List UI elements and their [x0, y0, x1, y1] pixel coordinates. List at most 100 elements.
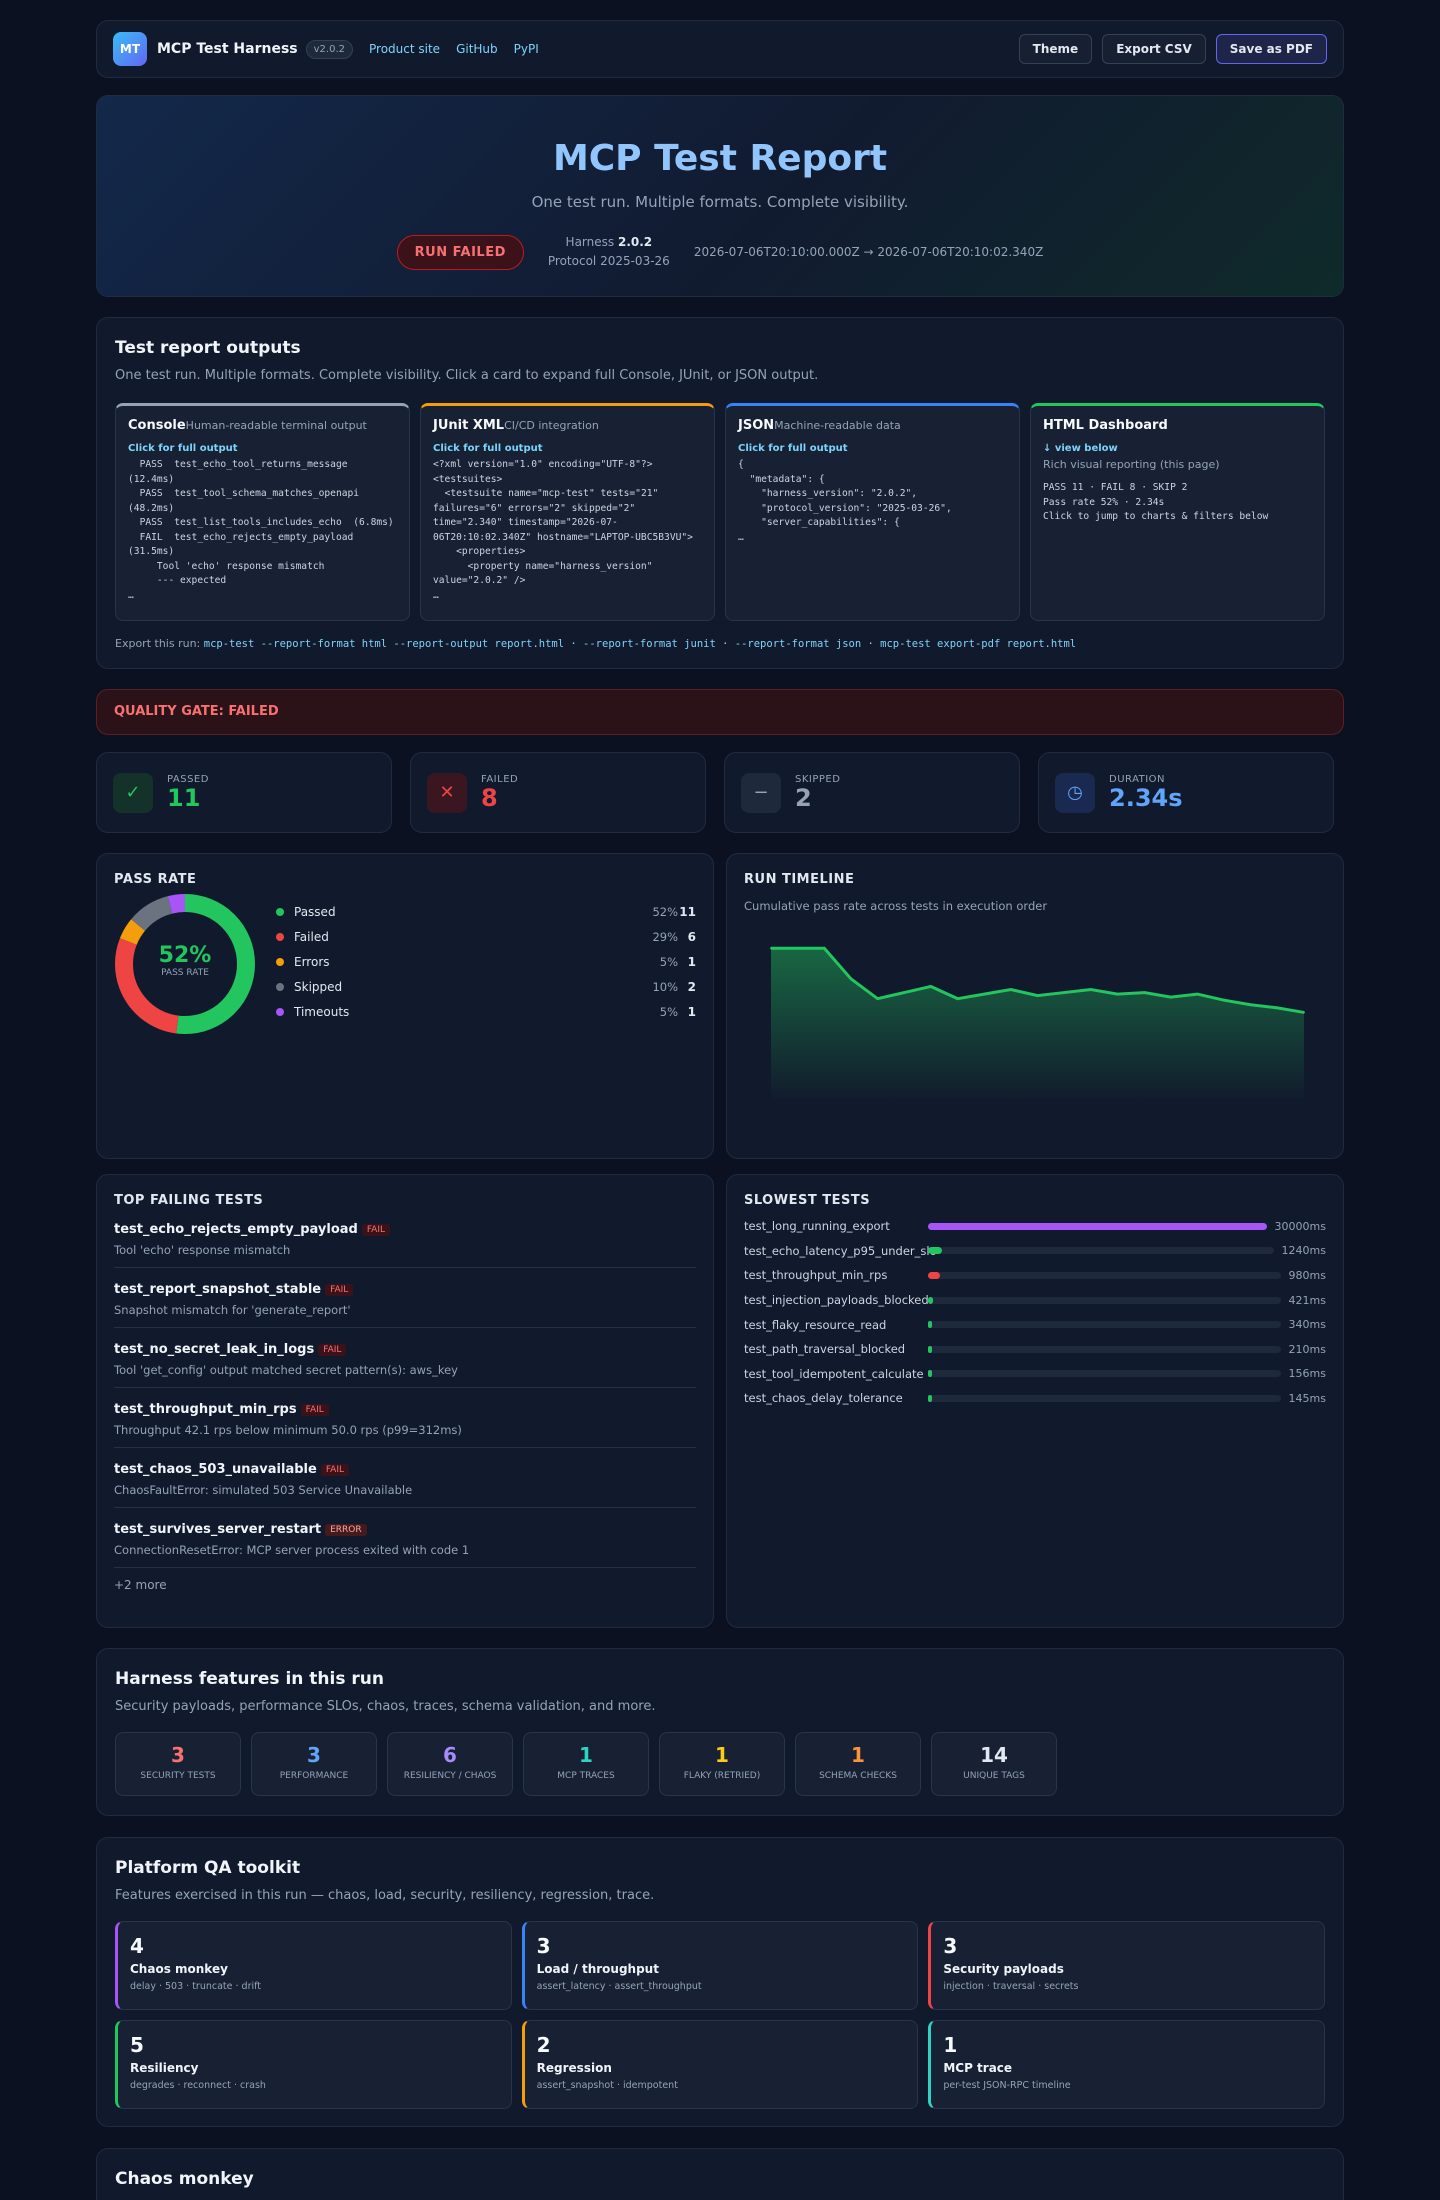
- duration-label: 340ms: [1288, 1318, 1326, 1332]
- slow-test-row[interactable]: test_chaos_delay_tolerance 145ms: [744, 1386, 1326, 1411]
- toolkit-card-security-payloads[interactable]: 3 Security payloads injection · traversal …: [928, 1921, 1325, 2010]
- legend-count: 1: [687, 1004, 696, 1019]
- harness-meta: Harness 2.0.2 Protocol 2025-03-26: [548, 233, 670, 271]
- slow-test-row[interactable]: test_tool_idempotent_calculate 156ms: [744, 1362, 1326, 1387]
- legend-count: 1: [687, 954, 696, 969]
- failing-test-item[interactable]: test_chaos_503_unavailable FAIL ChaosFault…: [114, 1448, 696, 1508]
- minus-icon: −: [741, 772, 781, 813]
- legend-dot: [276, 907, 284, 916]
- timeline-point: [1089, 988, 1092, 991]
- slow-test-row[interactable]: test_path_traversal_blocked 210ms: [744, 1337, 1326, 1362]
- toolkit-detail: injection · traversal · secrets: [943, 1981, 1079, 1992]
- toolkit-card-regression[interactable]: 2 Regression assert_snapshot · idempotent: [521, 2020, 919, 2109]
- timeline-point: [770, 947, 772, 950]
- harness-label: Harness: [565, 235, 615, 249]
- x-icon: ✕: [427, 772, 467, 813]
- feature-count-unique-tags: 14 UNIQUE TAGS: [931, 1732, 1057, 1796]
- slow-test-name: test_injection_payloads_blocked: [744, 1293, 929, 1308]
- failing-test-name: test_echo_rejects_empty_payload: [114, 1222, 358, 1237]
- junit-output-card[interactable]: JUnit XMLCI/CD integration Click for ful…: [420, 403, 715, 621]
- duration-track: [928, 1222, 1267, 1230]
- failing-test-name: test_survives_server_restart: [114, 1522, 322, 1537]
- donut-chart: [115, 894, 255, 1034]
- timeline-point: [876, 997, 879, 1000]
- failing-test-item[interactable]: test_survives_server_restart ERROR Connect…: [114, 1508, 696, 1568]
- feature-count: 14: [980, 1743, 1008, 1767]
- nav-link-github[interactable]: GitHub: [456, 42, 498, 56]
- legend-item-passed: Passed 52% 11: [276, 899, 696, 924]
- timeline-point: [1196, 993, 1199, 996]
- export-csv-button[interactable]: Export CSV: [1102, 34, 1206, 64]
- timeline-point: [903, 991, 906, 994]
- toolkit-card-chaos-monkey[interactable]: 4 Chaos monkey delay · 503 · truncate · dr…: [115, 1921, 512, 2010]
- timeline-point: [796, 947, 799, 950]
- feature-count: 3: [171, 1743, 185, 1767]
- view-below-link[interactable]: ↓ view below: [1043, 443, 1118, 454]
- stat-label: FAILED: [481, 774, 519, 785]
- harness-version: 2.0.2: [617, 235, 653, 249]
- save-pdf-button[interactable]: Save as PDF: [1215, 34, 1327, 64]
- timeline-point: [1223, 999, 1226, 1002]
- legend-count: 6: [687, 929, 696, 944]
- slow-test-row[interactable]: test_long_running_export 30000ms: [744, 1214, 1326, 1239]
- report-title: MCP Test Report: [552, 138, 888, 179]
- toolkit-card-resiliency[interactable]: 5 Resiliency degrades · reconnect · crash: [115, 2020, 512, 2109]
- toolkit-count: 3: [943, 1934, 958, 1958]
- feature-label: SCHEMA CHECKS: [819, 1771, 897, 1781]
- export-command-line: Export this run: mcp-test --report-forma…: [115, 637, 1325, 650]
- legend-label: Timeouts: [294, 1004, 350, 1019]
- timeline-point: [823, 947, 826, 950]
- slow-test-row[interactable]: test_throughput_min_rps 980ms: [744, 1263, 1326, 1288]
- full-output-link[interactable]: Click for full output: [128, 443, 238, 454]
- legend-label: Failed: [294, 929, 329, 944]
- chaos-monkey-section: Chaos monkey: [96, 2148, 1344, 2200]
- timeline-point: [1276, 1006, 1279, 1009]
- timeline-chart: [770, 946, 1305, 1101]
- failing-test-item[interactable]: test_echo_rejects_empty_payload FAIL Tool …: [114, 1208, 696, 1268]
- console-output-card[interactable]: ConsoleHuman-readable terminal output Cl…: [115, 403, 410, 621]
- legend-dot: [276, 982, 284, 991]
- theme-button[interactable]: Theme: [1018, 34, 1093, 64]
- status-tag: FAIL: [320, 1463, 350, 1476]
- failing-test-item[interactable]: test_throughput_min_rps FAIL Throughput 42…: [114, 1388, 696, 1448]
- console-preview: PASS test_echo_tool_returns_message (12.…: [128, 459, 394, 601]
- full-output-link[interactable]: Click for full output: [738, 443, 848, 454]
- toolkit-count: 2: [536, 2033, 551, 2057]
- html-dashboard-card[interactable]: HTML Dashboard ↓ view below Rich visual …: [1030, 403, 1325, 621]
- full-output-link[interactable]: Click for full output: [433, 443, 543, 454]
- toolkit-detail: delay · 503 · truncate · drift: [130, 1981, 262, 1992]
- junit-preview: <?xml version="1.0" encoding="UTF-8"?> <…: [433, 459, 693, 601]
- report-subtitle: One test run. Multiple formats. Complete…: [531, 193, 909, 211]
- slow-test-row[interactable]: test_flaky_resource_read 340ms: [744, 1312, 1326, 1337]
- timeline-point: [1169, 996, 1172, 999]
- nav-link-product-site[interactable]: Product site: [369, 42, 441, 56]
- toolkit-count: 5: [130, 2033, 144, 2057]
- slow-test-row[interactable]: test_echo_latency_p95_under_slo 1240ms: [744, 1239, 1326, 1264]
- slow-test-row[interactable]: test_injection_payloads_blocked 421ms: [744, 1288, 1326, 1313]
- card-subtitle: CI/CD integration: [504, 419, 599, 432]
- donut-slice-failed: [115, 894, 255, 1034]
- slowest-title: SLOWEST TESTS: [744, 1193, 871, 1208]
- more-failing-link[interactable]: +2 more: [114, 1578, 167, 1592]
- legend-label: Passed: [294, 904, 336, 919]
- feature-count-schema-checks: 1 SCHEMA CHECKS: [795, 1732, 921, 1796]
- legend-dot: [276, 1007, 284, 1016]
- failing-test-name: test_chaos_503_unavailable: [114, 1462, 317, 1477]
- failing-test-item[interactable]: test_no_secret_leak_in_logs FAIL Tool 'get…: [114, 1328, 696, 1388]
- duration-track: [928, 1370, 1281, 1378]
- status-tag: ERROR: [325, 1523, 367, 1536]
- nav-link-pypi[interactable]: PyPI: [513, 42, 539, 56]
- feature-count: 1: [579, 1743, 593, 1767]
- json-output-card[interactable]: JSONMachine-readable data Click for full…: [725, 403, 1020, 621]
- feature-label: UNIQUE TAGS: [963, 1771, 1025, 1781]
- legend-item-skipped: Skipped 10% 2: [276, 974, 696, 999]
- toolkit-card-mcp-trace[interactable]: 1 MCP trace per-test JSON-RPC timeline: [928, 2020, 1325, 2109]
- duration-label: 145ms: [1288, 1391, 1326, 1405]
- toolkit-card-load-throughput[interactable]: 3 Load / throughput assert_latency · asser…: [521, 1921, 919, 2010]
- feature-count-flaky-retried-: 1 FLAKY (RETRIED): [659, 1732, 785, 1796]
- failure-message: ConnectionResetError: MCP server process…: [114, 1543, 470, 1557]
- failing-test-item[interactable]: test_report_snapshot_stable FAIL Snapshot …: [114, 1268, 696, 1328]
- duration-label: 210ms: [1288, 1342, 1326, 1356]
- status-tag: FAIL: [300, 1403, 329, 1416]
- feature-count-resiliency-chaos: 6 RESILIENCY / CHAOS: [387, 1732, 513, 1796]
